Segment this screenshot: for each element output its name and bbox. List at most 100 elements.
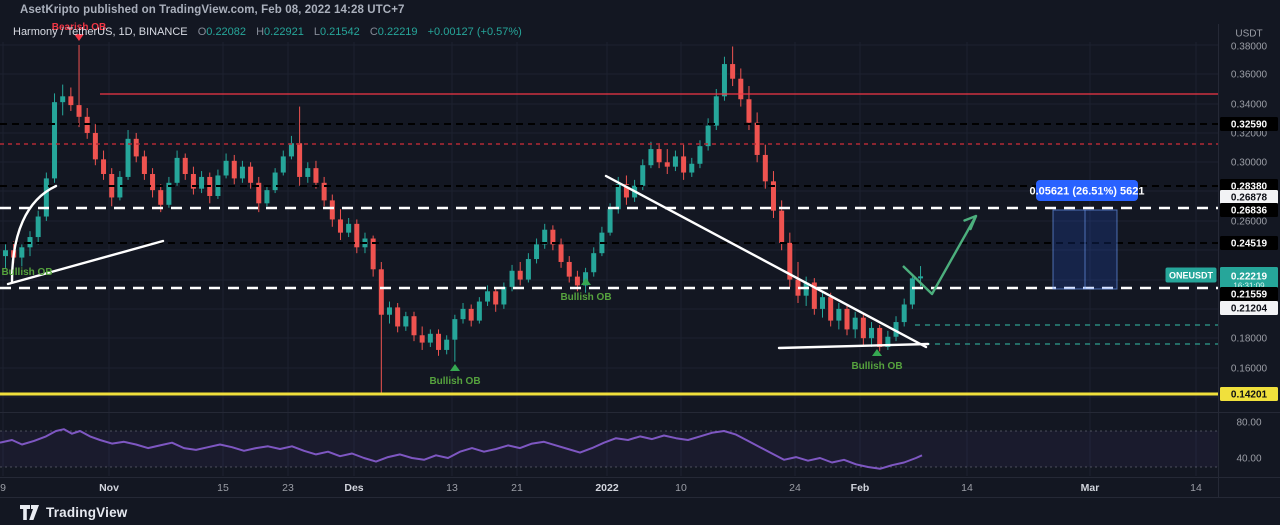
- candle-body: [860, 317, 866, 339]
- curve-drawing[interactable]: [10, 184, 58, 284]
- candle: [893, 316, 899, 342]
- time-axis-label: 15: [217, 482, 229, 494]
- candle-body: [346, 223, 352, 233]
- time-axis-label: 21: [511, 482, 523, 494]
- time-axis-label: Nov: [99, 482, 119, 494]
- candle-body: [746, 99, 752, 123]
- candle-body: [836, 308, 842, 321]
- candle-body: [517, 270, 523, 280]
- candle-body: [150, 174, 156, 191]
- candle: [280, 150, 286, 176]
- grid-layer: [0, 42, 1218, 476]
- candle-body: [3, 250, 8, 257]
- price-axis-label: 0.32590: [1220, 117, 1278, 131]
- candle: [909, 276, 915, 309]
- candle: [272, 168, 278, 194]
- tradingview-brand[interactable]: TradingView: [20, 504, 127, 520]
- high-value: 0.22921: [264, 26, 304, 38]
- price-label-text: 0.32590: [1231, 120, 1268, 131]
- bullish-triangle-icon: [581, 278, 591, 285]
- candle: [525, 253, 531, 283]
- price-range-tool[interactable]: 0.05621 (26.51%) 5621: [1030, 180, 1145, 290]
- price-axis-label: 0.24519: [1220, 236, 1278, 250]
- candle: [534, 238, 540, 264]
- candle-body: [60, 96, 66, 103]
- candle-body: [754, 122, 760, 155]
- candle-body: [223, 160, 229, 176]
- projection-arrow[interactable]: [902, 214, 978, 296]
- candle-body: [101, 159, 107, 175]
- rsi-indicator: [0, 428, 1218, 470]
- candle: [623, 175, 629, 205]
- price-axis-tick: 80.00: [1236, 418, 1261, 429]
- arrow-head: [963, 214, 978, 231]
- candle: [419, 326, 425, 350]
- price-label-text: 0.28380: [1231, 182, 1268, 193]
- chart-canvas[interactable]: Bearish OB Bullish OB Bullish OB Bullish OB…: [0, 0, 1280, 497]
- candle-body: [918, 276, 924, 279]
- price-axis[interactable]: USDT 0.38000 0.36000 0.34000 0.32000 0.30000 0…: [1218, 24, 1280, 497]
- candle: [411, 311, 417, 342]
- trendline[interactable]: [777, 342, 930, 350]
- candle: [452, 314, 458, 362]
- candle: [795, 261, 801, 304]
- ob-marker-label: Bullish OB: [560, 292, 611, 303]
- price-axis-tick: 0.30000: [1231, 158, 1268, 169]
- price-axis-tick: 0.16000: [1231, 364, 1268, 375]
- candle: [444, 335, 450, 355]
- candle-body: [648, 149, 654, 166]
- candle-body: [534, 244, 540, 260]
- candle-body: [811, 282, 817, 309]
- candle-body: [452, 319, 458, 340]
- arrow-line: [902, 215, 978, 296]
- candle: [76, 45, 82, 128]
- ob-marker: Bearish OB: [52, 22, 106, 41]
- candle: [182, 153, 188, 180]
- candle-body: [623, 184, 629, 198]
- flag-symbol-text: ONEUSDT: [1169, 271, 1214, 281]
- price-label-box: [1220, 117, 1278, 131]
- candle-body: [337, 219, 343, 233]
- candle-body: [280, 156, 286, 173]
- change-value: +0.00127 (+0.57%): [427, 26, 522, 38]
- candle: [844, 304, 850, 336]
- time-axis-label: Feb: [851, 482, 870, 494]
- candle-body: [844, 308, 850, 330]
- candle: [762, 144, 768, 189]
- candle: [599, 226, 605, 257]
- price-levels-layer: [0, 93, 1218, 396]
- candle: [395, 303, 401, 333]
- candle-body: [525, 259, 531, 280]
- candle: [3, 244, 8, 268]
- open-label: O: [197, 26, 207, 38]
- price-label-box: [1220, 267, 1278, 290]
- candle: [901, 298, 907, 327]
- candle: [190, 166, 196, 195]
- candle-body: [762, 154, 768, 182]
- candle: [354, 219, 360, 254]
- candle-body: [133, 138, 139, 157]
- candle-body: [542, 229, 548, 245]
- price-axis-label: 0.28380: [1220, 179, 1278, 193]
- candle-body: [76, 105, 82, 117]
- candle-body: [689, 163, 695, 173]
- price-axis-label: 0.26836: [1220, 203, 1278, 217]
- candle: [820, 291, 825, 318]
- candle: [313, 160, 319, 189]
- time-axis-label: 2022: [595, 482, 619, 494]
- candle-body: [125, 138, 131, 177]
- candle-body: [92, 132, 98, 160]
- candle: [174, 150, 180, 186]
- time-axis[interactable]: 9 Nov 15 23 Des 13 21 2022 10 24 Feb 14 Mar 14: [0, 477, 1280, 495]
- price-axis-label: 0.14201: [1220, 387, 1278, 401]
- trendline[interactable]: [6, 239, 165, 286]
- candle-body: [909, 278, 915, 305]
- candle-body: [378, 269, 384, 315]
- candle-body: [419, 335, 425, 343]
- price-label-text: 0.14201: [1231, 390, 1268, 401]
- flag-box: [1165, 267, 1217, 283]
- trendline[interactable]: [604, 174, 928, 349]
- candle: [770, 171, 776, 218]
- price-label-text: 0.21204: [1231, 304, 1268, 315]
- candle-body: [460, 308, 466, 320]
